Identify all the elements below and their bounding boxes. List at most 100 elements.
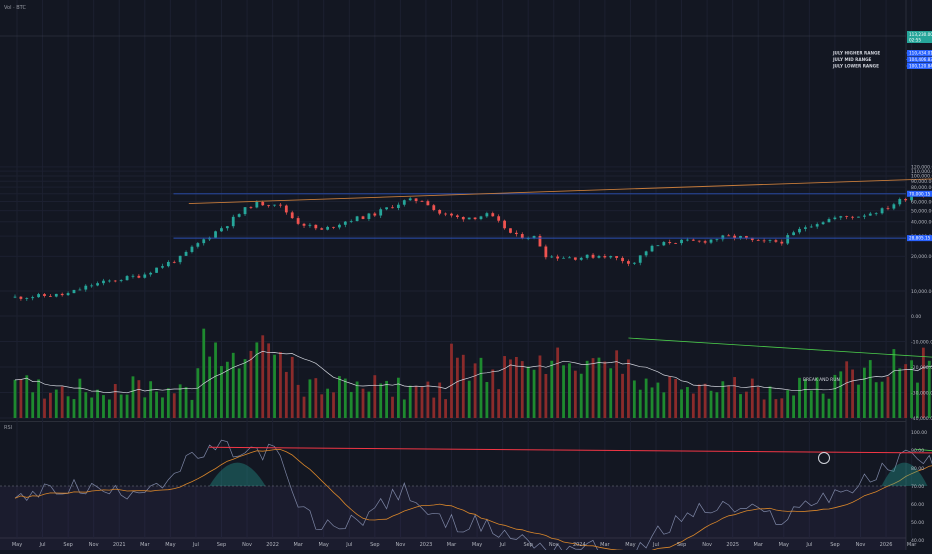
volume-bar [178,384,182,418]
rsi-overbought-fill [209,462,266,486]
candle-body [455,215,459,217]
candle-body [703,241,707,243]
volume-bar [308,379,312,418]
july-level-label: JULY HIGHER RANGE [832,51,880,56]
volume-bar [862,367,866,418]
volume-bar [573,370,577,418]
volume-bar [662,392,666,418]
volume-bar [343,378,347,418]
x-tick-label: 2024 [573,542,586,548]
candle-body [644,251,648,256]
price-tick-label: 40,000.00 [911,220,932,226]
candle-body [680,239,683,244]
candle-body [514,232,518,235]
volume-trend-line [628,337,932,358]
volume-bar [320,394,324,418]
volume-bar [397,377,400,418]
volume-bar [750,378,754,418]
volume-bar [544,373,548,418]
volume-bar [143,397,147,418]
candle-body [526,238,530,240]
volume-bar [243,359,247,418]
volume-bar [290,356,294,418]
candle-body [196,243,200,247]
volume-bar [66,396,70,418]
rsi-pane [0,439,932,554]
price-tag: 100,120.84 [909,64,932,69]
x-tick-label: Mar [447,542,457,548]
candle-body [745,236,748,238]
volume-bar [125,394,129,418]
price-tag: 113,230.00 [909,32,932,37]
candle-body [432,205,436,210]
axes: May Jul Sep Nov 2021 Mar May Jul Sep Nov 2022 Mar Ma… [12,31,932,548]
candle-body [326,226,330,230]
volume-bar [550,360,554,418]
volume-bar [255,342,259,418]
volume-bar [220,366,223,418]
candle-body [349,221,353,222]
candle-body [809,226,813,228]
volume-bar [904,364,908,418]
candle-body [485,213,489,217]
volume-tick-label: -40,000.00 [911,416,932,422]
candle-body [768,240,772,242]
candle-body [184,251,188,256]
volume-bar [603,361,607,418]
candle-body [739,236,742,239]
volume-bar [402,399,406,418]
candle-body [910,196,913,201]
candle-body [243,207,247,215]
price-tick-label: 110,000.00 [911,169,932,175]
volume-bar [225,361,229,418]
candle-body [397,204,400,208]
candle-body [107,280,111,282]
volume-bar [361,388,365,418]
candle-body [78,289,82,291]
candle-body [231,216,235,227]
volume-bar [161,397,164,418]
candle-body [662,242,666,246]
price-tag-bg [907,235,932,242]
price-tag-bg [907,190,932,197]
candle-body [845,216,849,218]
volume-bar [538,355,542,418]
x-tick-label: Sep [677,542,686,548]
candle-body [833,217,837,220]
volume-bar [874,382,878,418]
volume-bar [385,380,389,418]
volume-bar [455,357,459,418]
candle-body [214,231,217,238]
candle-body [414,198,418,202]
candle-body [886,208,890,210]
candle-body [638,255,642,263]
volume-bar [379,383,383,418]
candle-body [880,208,884,214]
rsi-tick-label: 80.00 [911,466,924,472]
volume-bar [113,384,117,418]
x-tick-label: Nov [89,542,99,548]
candle-body [556,256,560,259]
volume-ma-line [14,350,932,394]
candle-body [96,283,99,286]
volume-bar [650,387,654,418]
candle-body [668,242,672,244]
candle-body [149,272,153,275]
candle-body [762,240,766,242]
volume-bar [703,383,707,418]
volume-bar [686,387,689,418]
candle-body [261,201,265,206]
volume-bar [833,374,837,418]
volume-bar [514,356,518,418]
volume-bar [202,328,206,418]
volume-bar [880,381,884,418]
candle-body [727,235,731,237]
volume-bar [84,392,88,418]
x-tick-label: Jul [192,542,199,548]
volume-bar [60,386,64,418]
volume-bar [568,363,571,418]
volume-bar [768,386,772,418]
volume-bar [621,373,624,418]
candle-body [161,266,164,268]
x-tick-label: Nov [242,542,252,548]
